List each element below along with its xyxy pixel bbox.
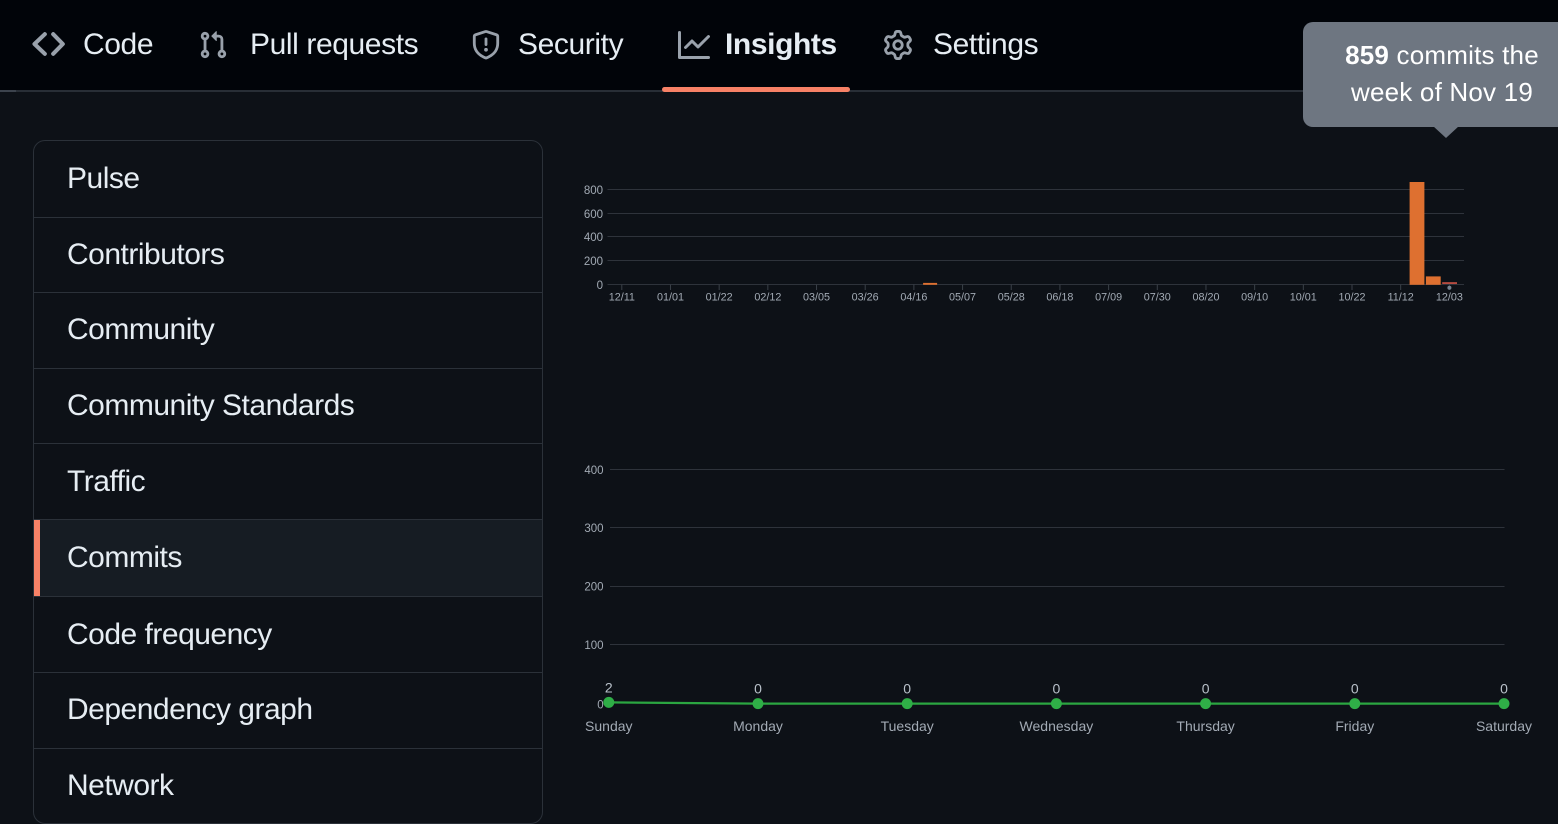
svg-text:12/03: 12/03: [1436, 292, 1463, 304]
svg-text:04/16: 04/16: [900, 292, 927, 304]
svg-text:10/22: 10/22: [1338, 292, 1365, 304]
svg-text:0: 0: [597, 699, 603, 711]
svg-text:200: 200: [584, 582, 603, 594]
svg-text:Tuesday: Tuesday: [881, 718, 934, 734]
svg-text:600: 600: [584, 209, 603, 221]
svg-text:Wednesday: Wednesday: [1020, 718, 1094, 734]
svg-text:0: 0: [1351, 681, 1359, 697]
svg-text:0: 0: [1202, 681, 1210, 697]
svg-text:01/22: 01/22: [706, 292, 733, 304]
svg-text:11/12: 11/12: [1388, 292, 1414, 304]
svg-text:Saturday: Saturday: [1476, 718, 1532, 734]
svg-text:06/18: 06/18: [1046, 292, 1073, 304]
svg-text:05/07: 05/07: [949, 292, 976, 304]
svg-text:Sunday: Sunday: [585, 718, 632, 734]
svg-text:200: 200: [584, 256, 603, 268]
svg-text:100: 100: [584, 640, 603, 652]
svg-text:800: 800: [584, 185, 603, 197]
svg-text:02/12: 02/12: [754, 292, 781, 304]
svg-text:Friday: Friday: [1335, 718, 1374, 734]
svg-text:07/09: 07/09: [1095, 292, 1122, 304]
svg-text:400: 400: [584, 465, 603, 477]
svg-text:03/26: 03/26: [852, 292, 879, 304]
svg-text:Thursday: Thursday: [1176, 718, 1234, 734]
svg-text:0: 0: [1053, 681, 1061, 697]
svg-text:0: 0: [1500, 681, 1508, 697]
svg-text:Monday: Monday: [733, 718, 783, 734]
svg-text:07/30: 07/30: [1144, 292, 1171, 304]
svg-text:400: 400: [584, 232, 603, 244]
svg-text:01/01: 01/01: [657, 292, 684, 304]
svg-text:0: 0: [903, 681, 911, 697]
svg-text:09/10: 09/10: [1241, 292, 1268, 304]
svg-text:12/11: 12/11: [609, 292, 635, 304]
svg-text:0: 0: [597, 280, 603, 292]
svg-text:300: 300: [584, 523, 603, 535]
svg-text:05/28: 05/28: [998, 292, 1025, 304]
svg-text:0: 0: [754, 681, 762, 697]
svg-text:10/01: 10/01: [1290, 292, 1317, 304]
svg-text:08/20: 08/20: [1192, 292, 1219, 304]
svg-text:03/05: 03/05: [803, 292, 830, 304]
svg-text:2: 2: [605, 680, 613, 696]
